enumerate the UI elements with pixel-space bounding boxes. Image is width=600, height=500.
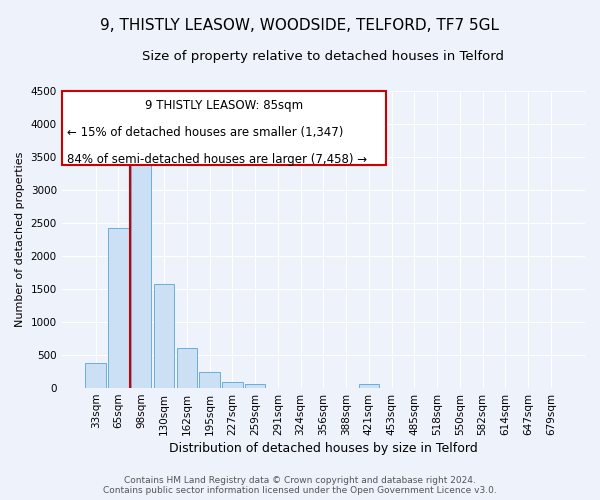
Bar [85, 363, 106, 388]
Text: Contains HM Land Registry data © Crown copyright and database right 2024.
Contai: Contains HM Land Registry data © Crown c… [103, 476, 497, 495]
X-axis label: Distribution of detached houses by size in Telford: Distribution of detached houses by size … [169, 442, 478, 455]
Bar [176, 348, 197, 388]
Bar [131, 150, 151, 388]
Bar [359, 384, 379, 388]
Bar [154, 284, 174, 388]
Text: 84% of semi-detached houses are larger (7,458) →: 84% of semi-detached houses are larger (… [67, 153, 367, 166]
Bar [108, 228, 129, 388]
Text: 9 THISTLY LEASOW: 85sqm: 9 THISTLY LEASOW: 85sqm [145, 100, 303, 112]
Title: Size of property relative to detached houses in Telford: Size of property relative to detached ho… [142, 50, 505, 63]
Y-axis label: Number of detached properties: Number of detached properties [15, 152, 25, 327]
Bar [245, 384, 265, 388]
Text: 9, THISTLY LEASOW, WOODSIDE, TELFORD, TF7 5GL: 9, THISTLY LEASOW, WOODSIDE, TELFORD, TF… [101, 18, 499, 32]
Bar [222, 382, 242, 388]
Bar [62, 90, 386, 165]
Text: ← 15% of detached houses are smaller (1,347): ← 15% of detached houses are smaller (1,… [67, 126, 343, 140]
Bar [199, 372, 220, 388]
